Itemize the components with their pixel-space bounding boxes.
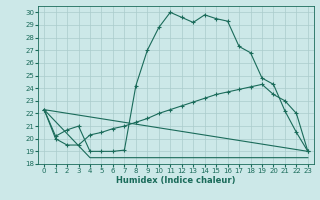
X-axis label: Humidex (Indice chaleur): Humidex (Indice chaleur) bbox=[116, 176, 236, 185]
